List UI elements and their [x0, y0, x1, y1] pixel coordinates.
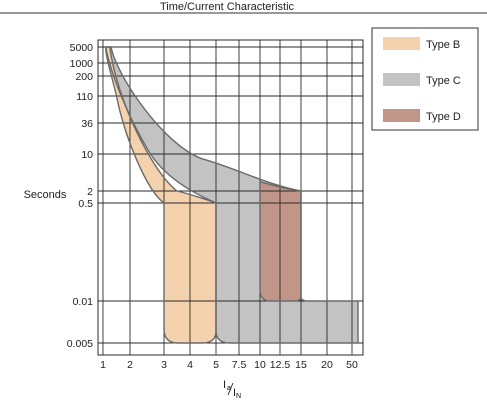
axis-ticks: 1 2 3 4 5 7.5 10 12.5 15 20 5050001000200110361020…	[67, 42, 358, 371]
legend-label: Type B	[426, 39, 460, 51]
y-tick-label: 2	[87, 186, 93, 198]
x-axis-label-sub-a: a	[227, 385, 231, 392]
chart-title: Time/Current Characteristic	[160, 1, 295, 13]
x-tick-label: 20	[321, 359, 333, 371]
x-tick-label: 3	[161, 359, 167, 371]
x-tick-label: 12.5	[270, 359, 291, 371]
x-tick-label: 4	[187, 359, 193, 371]
legend-swatch	[383, 109, 420, 122]
x-tick-label: 2	[127, 359, 133, 371]
y-tick-label: 1000	[70, 58, 94, 70]
x-tick-label: 5	[213, 359, 219, 371]
x-tick-label: 50	[346, 359, 358, 371]
y-tick-label: 36	[81, 118, 93, 130]
x-axis-label: I a I N	[223, 379, 241, 400]
chart-legend: Type B Type C Type D	[371, 27, 479, 131]
legend-label: Type C	[426, 75, 461, 87]
y-tick-label: 0.01	[73, 296, 94, 308]
x-tick-label: 15	[295, 359, 307, 371]
y-tick-label: 0.5	[78, 198, 93, 210]
legend-swatch	[383, 37, 420, 50]
y-tick-label: 110	[76, 91, 93, 103]
type-c-band	[105, 47, 358, 343]
type-d-outline	[259, 180, 302, 302]
y-tick-label: 5000	[70, 42, 94, 54]
y-tick-label: 10	[81, 149, 93, 161]
plot-frame	[97, 39, 364, 356]
y-tick-label: 0.005	[67, 338, 93, 350]
x-axis-label-main: I	[223, 379, 226, 391]
x-tick-label: 7.5	[232, 359, 247, 371]
x-tick-label: 1	[100, 359, 106, 371]
type-b-band	[105, 47, 216, 343]
type-b-outline	[104, 46, 217, 344]
x-tick-label: 10	[254, 359, 266, 371]
legend-label: Type D	[426, 111, 461, 123]
type-d-band	[260, 181, 301, 301]
y-tick-label: 200	[75, 71, 93, 83]
band-outlines	[104, 46, 359, 344]
legend-swatch	[383, 73, 420, 86]
x-axis-label-slash	[227, 382, 234, 396]
x-axis-label-sub-n: N	[236, 393, 241, 400]
trip-bands	[105, 47, 358, 343]
x-axis-label-main-2: I	[233, 387, 236, 399]
type-c-outline	[104, 46, 359, 344]
y-axis-label: Seconds	[24, 189, 67, 201]
